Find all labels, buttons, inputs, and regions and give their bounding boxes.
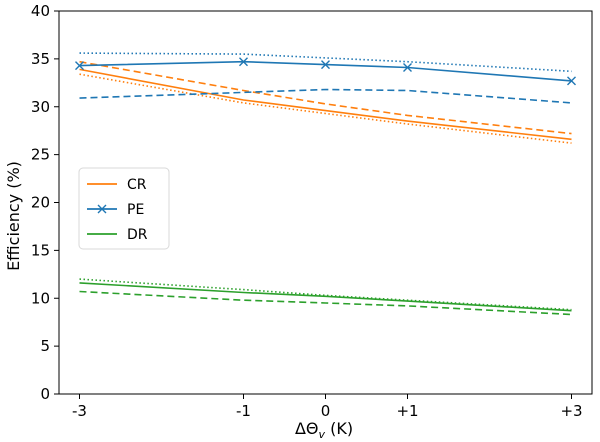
y-tick-label: 0 <box>40 385 50 403</box>
x-tick-label: +1 <box>396 402 418 420</box>
y-tick-label: 40 <box>31 2 50 20</box>
data-point-marker <box>403 62 412 72</box>
legend-label-pe: PE <box>127 202 144 218</box>
series-line-cr-solid <box>79 68 572 141</box>
x-tick-label: 0 <box>321 402 331 420</box>
series-line-dr-dotted <box>79 278 572 311</box>
data-point-marker <box>321 60 330 70</box>
x-axis-label-subscript: v <box>318 428 325 441</box>
series-line-dr-dashed <box>79 290 572 316</box>
plot-area <box>75 52 576 316</box>
data-point-marker <box>75 61 84 71</box>
y-tick-label: 25 <box>31 146 50 164</box>
legend-label-dr: DR <box>127 227 148 243</box>
y-tick-label: 15 <box>31 241 50 259</box>
y-tick-label: 20 <box>31 194 50 212</box>
legend-marker <box>97 204 107 214</box>
x-tick-label: -1 <box>236 402 251 420</box>
series-line-cr-dashed <box>79 60 572 135</box>
x-axis-label-main: ΔΘ <box>295 419 319 438</box>
y-tick-label: 35 <box>31 50 50 68</box>
y-tick-label: 30 <box>31 98 50 116</box>
series-line-dr-solid <box>79 282 572 312</box>
series-line-pe-dashed <box>79 88 572 104</box>
y-tick-label: 10 <box>31 289 50 307</box>
data-point-marker <box>239 57 248 67</box>
y-tick-label: 5 <box>40 337 50 355</box>
legend-label-cr: CR <box>127 177 147 193</box>
legend: CR PE DR <box>78 167 170 250</box>
x-tick-label: -3 <box>72 402 87 420</box>
data-point-marker <box>567 76 576 86</box>
x-axis-label: ΔΘv (K) <box>295 419 353 441</box>
y-axis-label: Efficiency (%) <box>4 161 23 271</box>
axes: -3 -1 0 +1 +3 0 5 10 15 20 25 30 35 40 <box>31 2 593 420</box>
legend-box <box>78 167 170 250</box>
series-line-cr-dotted <box>79 73 572 144</box>
x-axis-label-unit: (K) <box>325 419 353 438</box>
series-line-pe-dotted <box>79 52 572 73</box>
x-tick-label: +3 <box>560 402 582 420</box>
